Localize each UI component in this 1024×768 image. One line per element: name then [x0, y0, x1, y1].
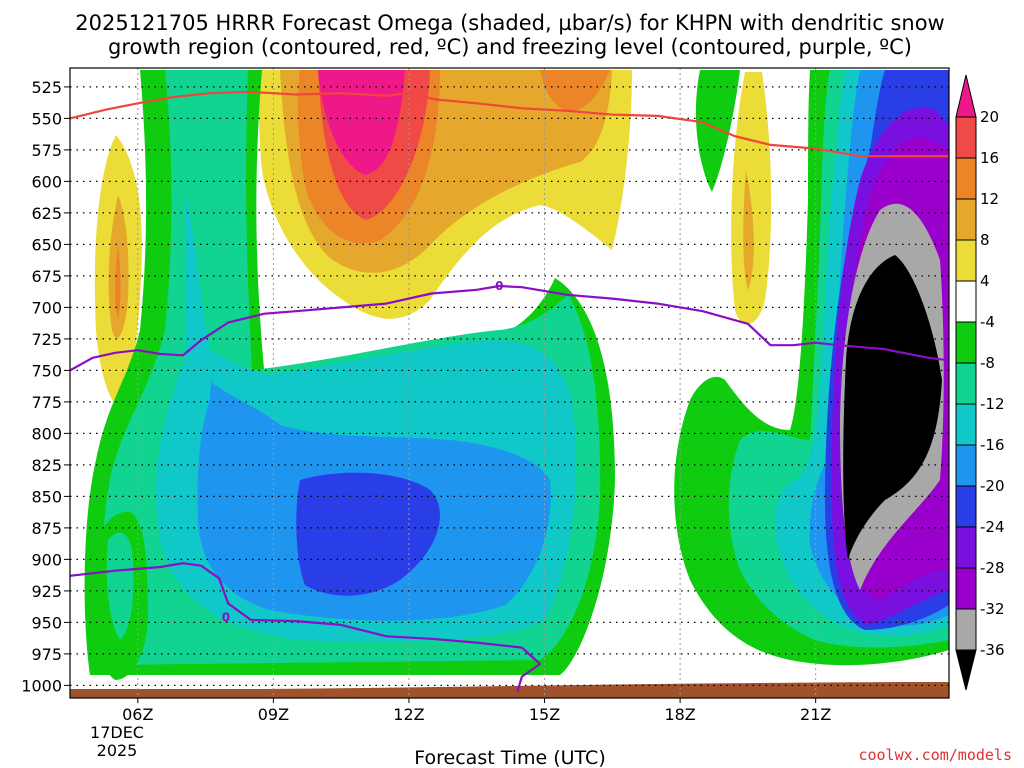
- y-tick-label: 525: [31, 78, 62, 97]
- x-tick-label: 21Z: [800, 705, 831, 724]
- colorbar-label: 4: [980, 272, 990, 290]
- colorbar-swatch: [955, 280, 977, 323]
- colorbar-label: -28: [980, 559, 1005, 577]
- grid-lines: [70, 68, 949, 698]
- colorbar-swatch: [955, 649, 977, 691]
- colorbar-label: -12: [980, 395, 1005, 413]
- colorbar-swatch: [955, 526, 977, 569]
- x-tick-label: 18Z: [664, 705, 695, 724]
- credit-text: coolwx.com/models: [858, 746, 1012, 764]
- y-tick-label: 550: [31, 109, 62, 128]
- x-axis-ticks: 06Z 09Z 12Z 15Z 18Z 21Z: [122, 698, 831, 724]
- colorbar-swatch: [955, 608, 977, 651]
- x-tick-label: 15Z: [529, 705, 560, 724]
- date-label-day: 17DEC: [90, 723, 144, 742]
- x-tick-label: 09Z: [258, 705, 289, 724]
- colorbar-swatch: [955, 403, 977, 446]
- colorbar-label: -32: [980, 600, 1005, 618]
- y-tick-label: 575: [31, 141, 62, 160]
- y-tick-label: 875: [31, 519, 62, 538]
- y-tick-label: 900: [31, 550, 62, 569]
- colorbar-swatch: [955, 198, 977, 241]
- contour-label: 0: [495, 279, 503, 293]
- colorbar-swatch: [955, 116, 977, 159]
- colorbar-label: 8: [980, 231, 990, 249]
- x-tick-label: 12Z: [393, 705, 424, 724]
- contour-line: [70, 562, 542, 693]
- colorbar-label: -20: [980, 477, 1005, 495]
- colorbar-label: -16: [980, 436, 1005, 454]
- colorbar-swatch: [955, 74, 977, 118]
- contour-labels: 00: [222, 279, 504, 624]
- contour-line: [70, 284, 949, 372]
- colorbar-label: -8: [980, 354, 995, 372]
- colorbar-swatch: [955, 567, 977, 610]
- y-tick-label: 625: [31, 204, 62, 223]
- colorbar-swatch: [955, 362, 977, 405]
- y-tick-label: 725: [31, 330, 62, 349]
- colorbar-swatch: [955, 239, 977, 282]
- y-tick-label: 775: [31, 393, 62, 412]
- chart-title-line2: growth region (contoured, red, ºC) and f…: [108, 35, 912, 59]
- y-tick-label: 675: [31, 267, 62, 286]
- y-tick-label: 850: [31, 487, 62, 506]
- colorbar-label: -24: [980, 518, 1005, 536]
- x-axis-label: Forecast Time (UTC): [414, 747, 605, 768]
- colorbar: -36 -32 -28 -24 -20 -16 -12 -8 -4 4 8 12 16 20: [955, 74, 1005, 691]
- y-tick-label: 800: [31, 424, 62, 443]
- y-tick-label: 950: [31, 613, 62, 632]
- y-tick-label: 750: [31, 361, 62, 380]
- y-tick-label: 700: [31, 298, 62, 317]
- omega-shading: [70, 68, 949, 698]
- y-tick-label: 825: [31, 456, 62, 475]
- chart-title-line1: 2025121705 HRRR Forecast Omega (shaded, …: [75, 11, 944, 35]
- y-tick-label: 650: [31, 235, 62, 254]
- colorbar-label: 16: [980, 149, 999, 167]
- colorbar-label: 12: [980, 190, 999, 208]
- contour-label: 0: [222, 610, 230, 624]
- colorbar-swatch: [955, 485, 977, 528]
- colorbar-swatch: [955, 157, 977, 200]
- plot-frame: [69, 67, 950, 699]
- y-tick-label: 1000: [21, 676, 62, 695]
- colorbar-label: 20: [980, 108, 999, 126]
- contour-lines: [70, 90, 949, 693]
- y-axis-ticks: 525 550 575 600 625 650 675 700 725 750 775 800 825 8…: [21, 78, 70, 695]
- y-tick-label: 600: [31, 172, 62, 191]
- y-tick-label: 975: [31, 645, 62, 664]
- colorbar-label: -4: [980, 313, 995, 331]
- contour-line: [70, 90, 949, 158]
- colorbar-swatch: [955, 321, 977, 364]
- y-tick-label: 925: [31, 582, 62, 601]
- date-label-year: 2025: [97, 741, 138, 760]
- colorbar-label: -36: [980, 641, 1005, 659]
- colorbar-swatch: [955, 444, 977, 487]
- x-tick-label: 06Z: [122, 705, 153, 724]
